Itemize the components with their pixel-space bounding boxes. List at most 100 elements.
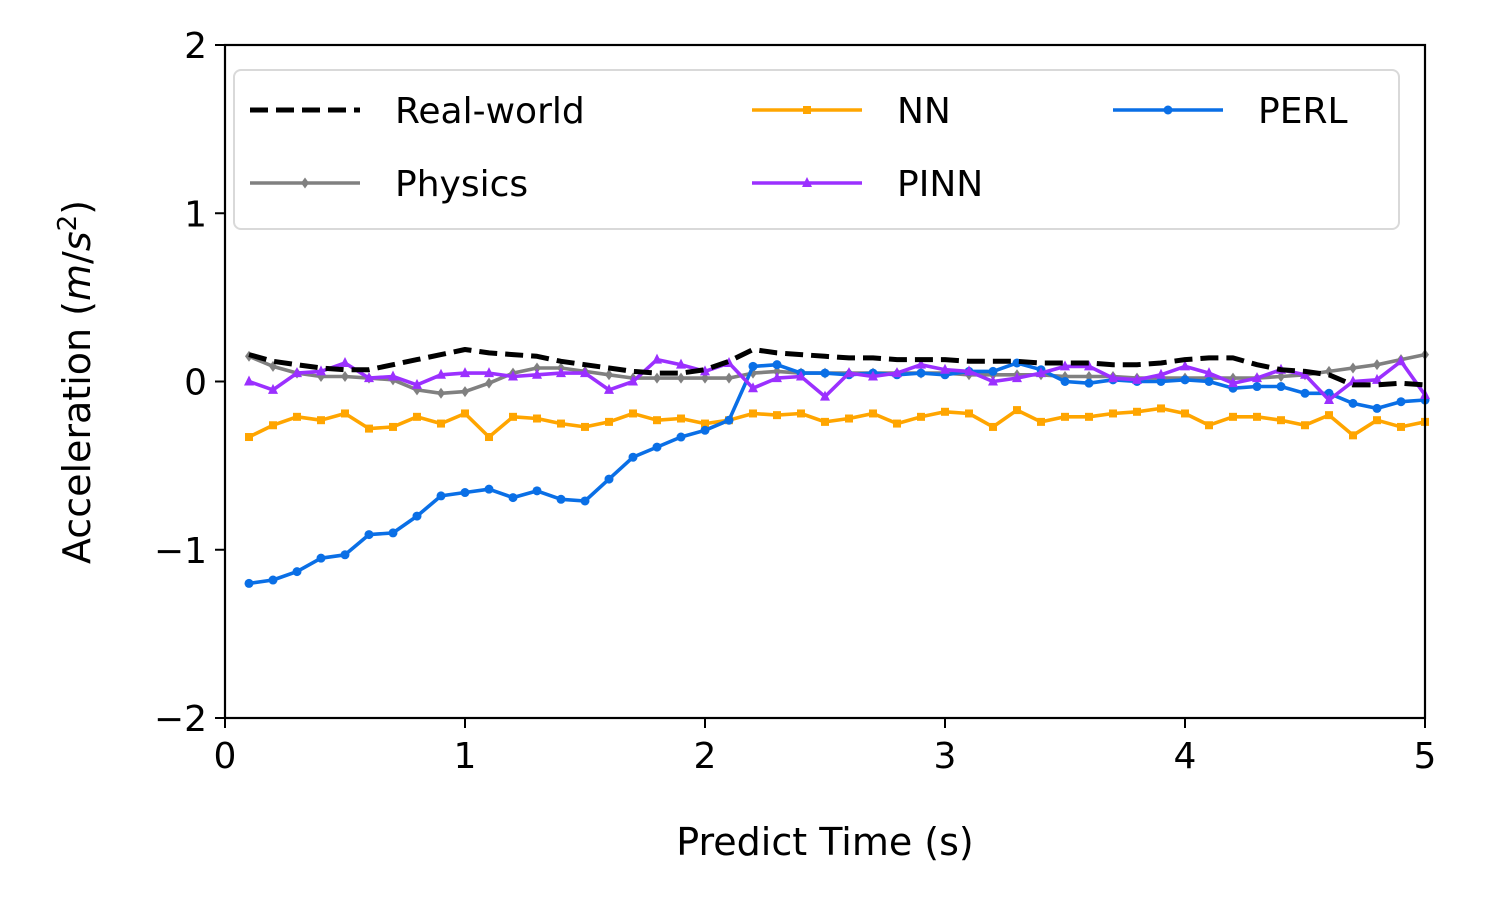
data-point-physics <box>677 372 685 384</box>
data-point-pinn <box>364 372 374 383</box>
data-point-nn <box>293 412 301 421</box>
x-axis-label: Predict Time (s) <box>676 820 974 864</box>
data-point-perl <box>340 550 350 560</box>
y-axis-unit-slash: / <box>55 251 99 264</box>
data-point-pinn <box>844 367 854 378</box>
x-tick-label: 4 <box>1174 736 1197 777</box>
ticks-layer: 0 1 2 3 4 5 −2 −1 0 1 2 <box>154 26 1437 777</box>
data-point-pinn <box>532 368 542 379</box>
data-point-perl <box>604 474 614 484</box>
data-point-nn <box>1109 409 1117 418</box>
data-point-physics <box>533 362 541 374</box>
data-point-perl <box>1396 397 1406 407</box>
legend-item-nn: NN <box>752 91 951 132</box>
legend-item-real-world: Real-world <box>250 91 585 132</box>
data-point-nn <box>389 422 397 431</box>
data-point-nn <box>509 412 517 421</box>
data-point-perl <box>748 361 758 371</box>
series-line-real-world <box>248 347 1426 388</box>
series-perl <box>244 358 1430 588</box>
data-point-nn <box>677 414 685 423</box>
legend-label-physics: Physics <box>395 164 528 205</box>
legend-item-pinn: PINN <box>752 164 983 205</box>
data-point-pinn <box>988 375 998 386</box>
data-point-nn <box>1373 416 1381 425</box>
legend-label-perl: PERL <box>1258 91 1348 132</box>
legend-box <box>233 69 1400 230</box>
data-point-nn <box>413 412 421 421</box>
data-point-perl <box>1276 382 1286 392</box>
data-point-perl <box>1084 378 1094 388</box>
x-tick-label: 3 <box>934 736 957 777</box>
data-point-physics <box>341 370 349 382</box>
x-tick-label: 1 <box>454 736 477 777</box>
series-pinn <box>244 353 1430 405</box>
data-point-nn <box>557 419 565 428</box>
data-point-perl <box>436 491 446 501</box>
data-point-pinn <box>1324 394 1334 405</box>
data-point-pinn <box>868 370 878 381</box>
series-line-pinn <box>248 357 1427 402</box>
data-point-nn <box>1061 412 1069 421</box>
data-point-pinn <box>700 365 710 376</box>
data-point-perl <box>1204 377 1214 386</box>
data-point-perl <box>916 368 926 378</box>
data-point-nn <box>1181 409 1189 418</box>
data-point-nn <box>1133 407 1141 416</box>
data-point-nn <box>941 407 949 416</box>
data-point-pinn <box>1108 372 1118 383</box>
data-point-nn <box>485 433 493 442</box>
data-point-pinn <box>388 370 398 381</box>
data-point-perl <box>532 486 542 496</box>
data-point-pinn <box>1396 355 1406 366</box>
y-axis-unit-exponent: 2 <box>53 215 83 232</box>
x-tick-label: 5 <box>1414 736 1437 777</box>
data-point-nn <box>245 433 253 442</box>
data-point-perl <box>628 452 638 462</box>
data-point-pinn <box>1204 367 1214 378</box>
data-point-pinn <box>796 370 806 381</box>
y-axis-unit-m: m <box>55 264 99 301</box>
data-point-pinn <box>892 367 902 378</box>
data-point-perl <box>1180 375 1190 385</box>
data-point-pinn <box>508 370 518 381</box>
data-point-nn <box>1301 421 1309 430</box>
series-nn <box>245 404 1429 442</box>
data-point-physics <box>1349 362 1357 374</box>
data-point-pinn <box>412 378 422 389</box>
data-point-perl <box>1060 377 1070 386</box>
data-point-pinn <box>652 353 662 364</box>
legend-label-pinn: PINN <box>897 164 983 205</box>
data-point-nn <box>581 422 589 431</box>
y-tick-label: 0 <box>184 363 207 404</box>
data-point-pinn <box>484 367 494 378</box>
data-point-perl <box>388 528 398 538</box>
data-point-nn <box>773 411 781 420</box>
data-point-nn <box>749 409 757 418</box>
data-point-perl <box>460 488 470 498</box>
data-point-nn <box>461 409 469 418</box>
data-point-pinn <box>1372 373 1382 384</box>
data-point-perl <box>244 578 254 588</box>
data-point-pinn <box>820 390 830 401</box>
data-point-nn <box>629 409 637 418</box>
data-point-pinn <box>916 358 926 369</box>
data-point-perl <box>556 494 566 504</box>
data-point-perl <box>820 368 830 378</box>
data-point-nn <box>1085 412 1093 421</box>
data-point-perl <box>1156 377 1166 386</box>
data-point-physics <box>461 386 469 398</box>
data-point-nn <box>1037 417 1045 426</box>
data-point-pinn <box>1060 360 1070 371</box>
legend: Real-world Physics NN PINN PERL <box>233 69 1400 230</box>
data-point-nn <box>845 414 853 423</box>
data-point-pinn <box>292 367 302 378</box>
data-point-pinn <box>676 358 686 369</box>
data-point-physics <box>485 377 493 389</box>
data-point-nn <box>701 419 709 428</box>
data-point-perl <box>772 360 782 370</box>
data-point-pinn <box>940 363 950 374</box>
data-point-nn <box>653 416 661 425</box>
data-point-nn <box>869 409 877 418</box>
